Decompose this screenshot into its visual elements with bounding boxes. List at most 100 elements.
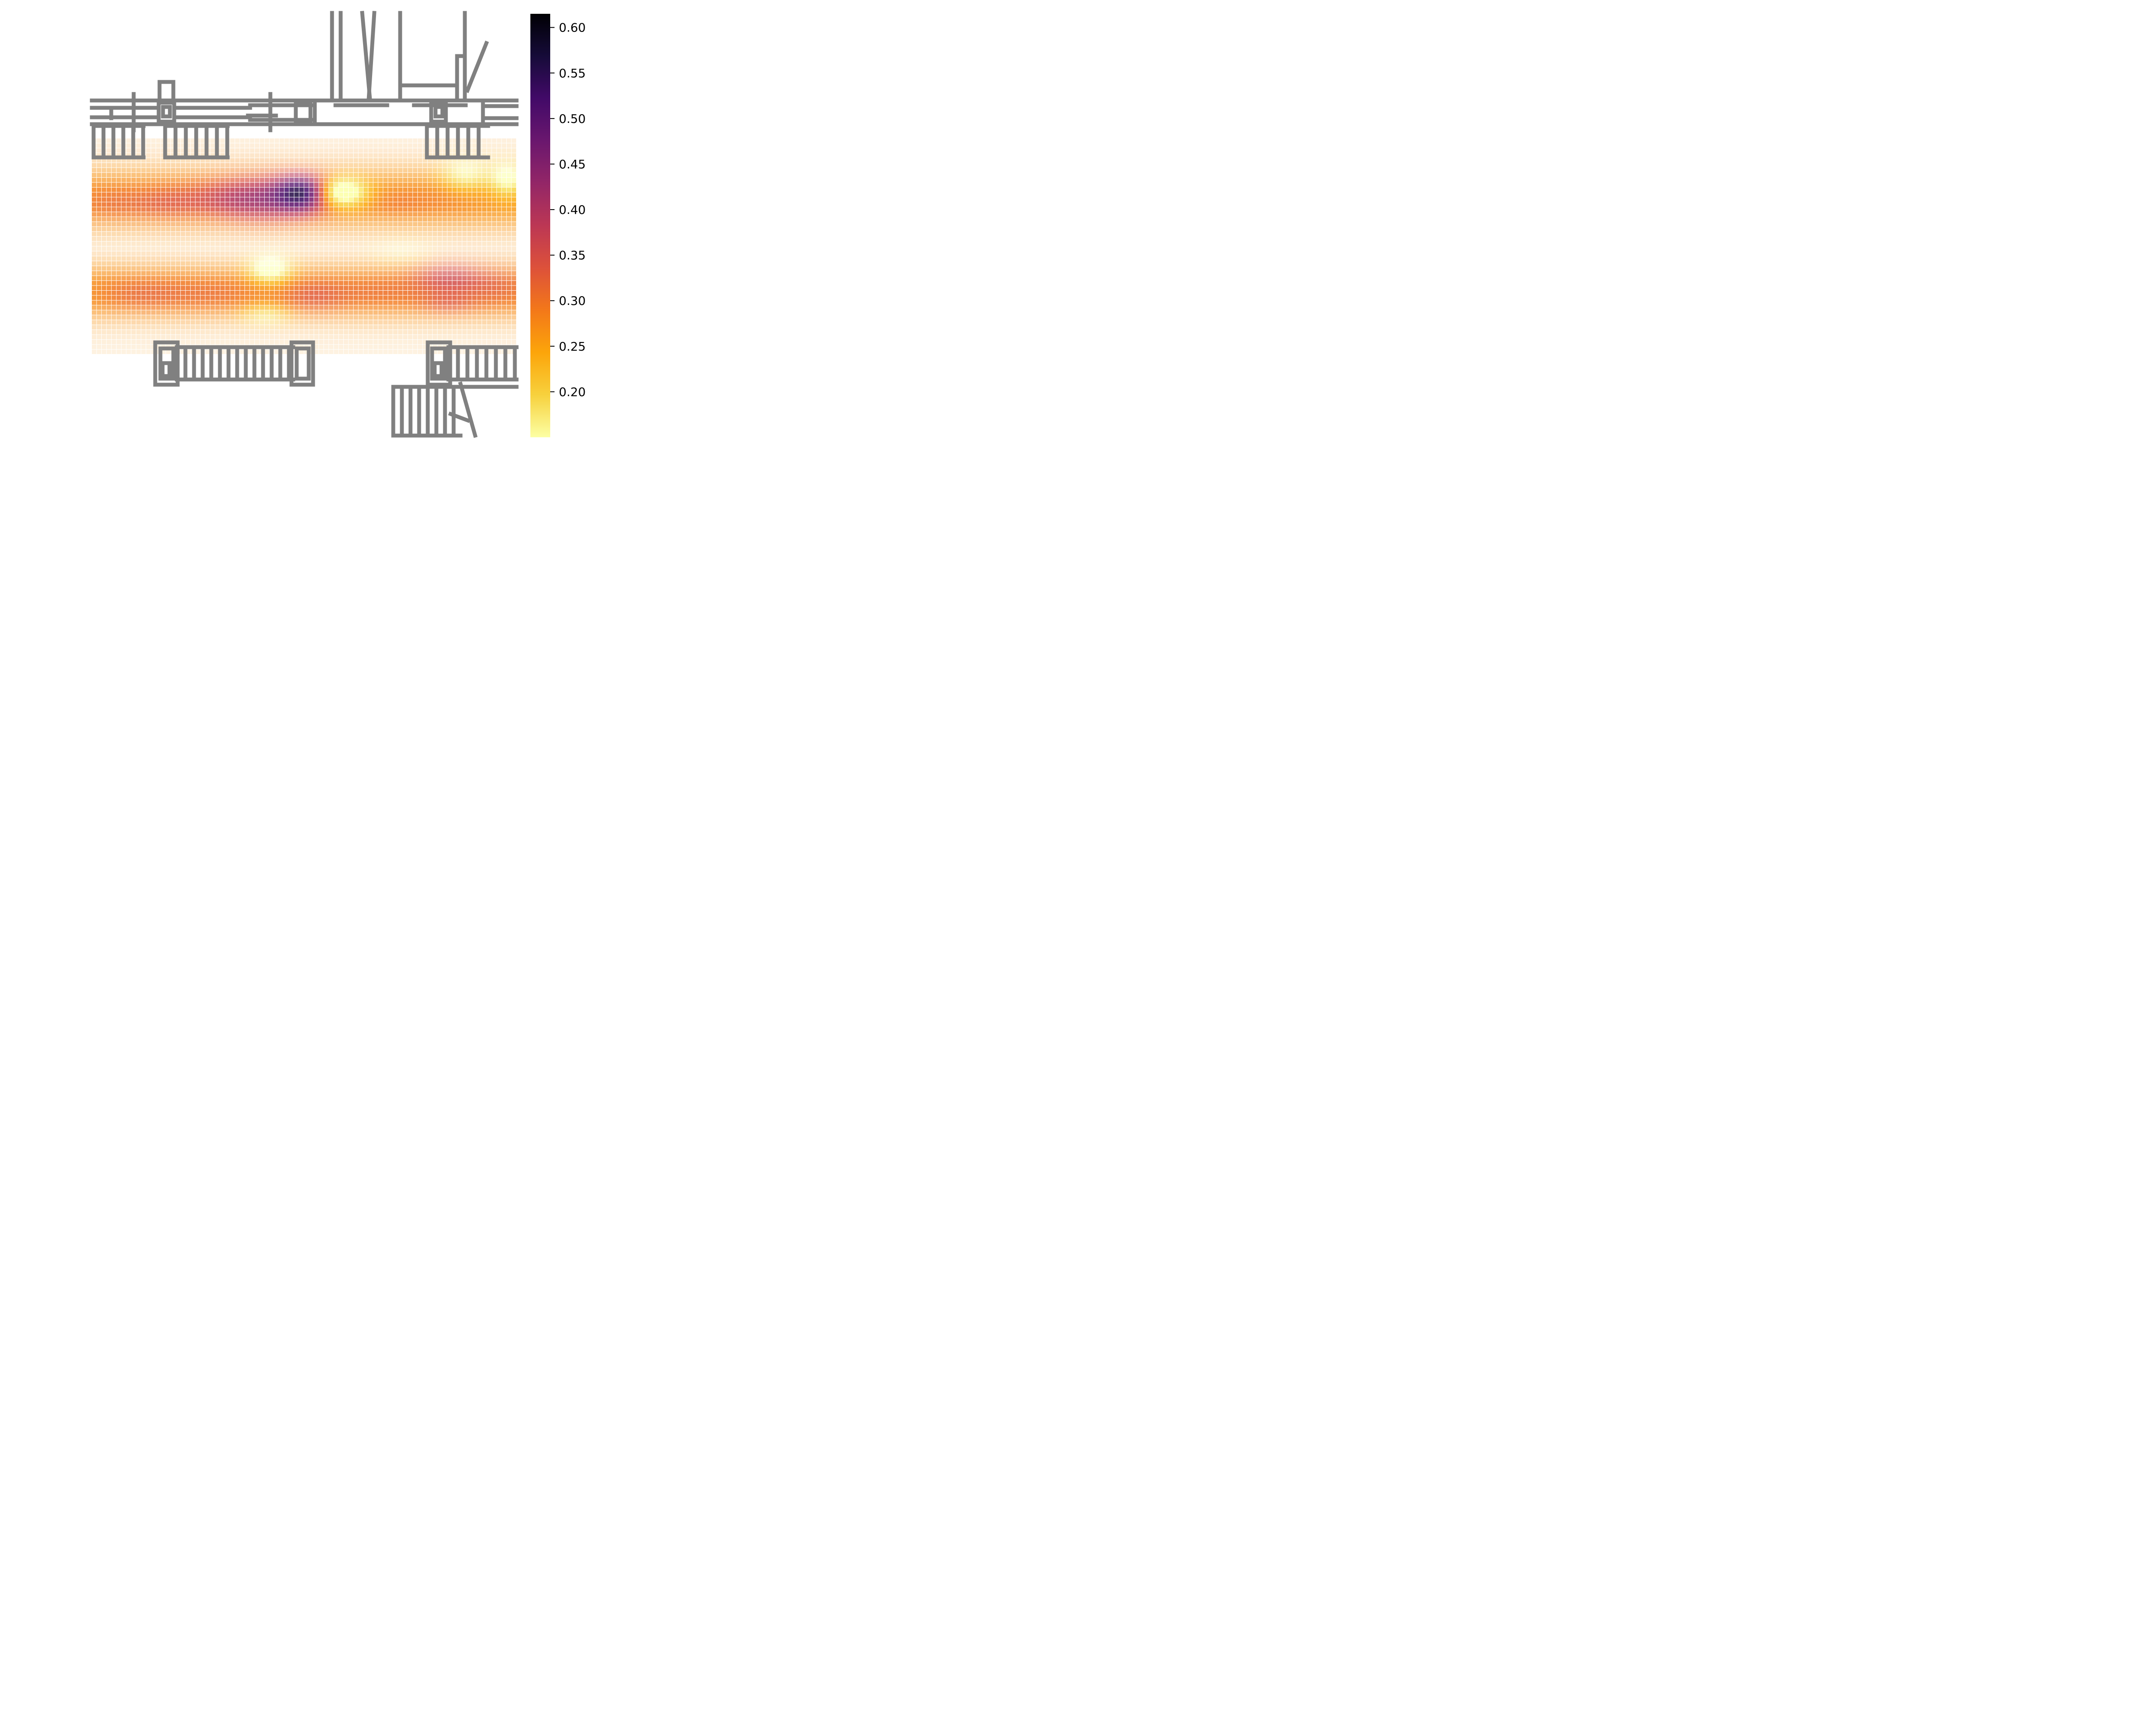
heatmap-cell	[417, 335, 423, 339]
heatmap-cell	[191, 172, 195, 178]
heatmap-cell	[334, 315, 338, 320]
heatmap-cell	[408, 202, 413, 207]
heatmap-cell	[314, 197, 319, 202]
heatmap-cell	[383, 168, 388, 172]
heatmap-cell	[284, 295, 289, 300]
heatmap-cell	[447, 197, 452, 202]
heatmap-cell	[423, 236, 427, 242]
heatmap-cell	[487, 276, 492, 281]
heatmap-cell	[487, 335, 492, 339]
heatmap-cell	[230, 330, 235, 335]
heatmap-cell	[319, 207, 324, 212]
heatmap-cell	[388, 153, 393, 158]
heatmap-cell	[373, 290, 378, 295]
heatmap-cell	[314, 178, 319, 182]
heatmap-cell	[378, 226, 383, 232]
heatmap-cell	[423, 300, 427, 305]
heatmap-cell	[171, 168, 175, 172]
heatmap-cell	[146, 310, 151, 315]
heatmap-cell	[511, 192, 516, 197]
heatmap-cell	[363, 202, 368, 207]
heatmap-cell	[116, 285, 121, 290]
heatmap-cell	[497, 281, 501, 285]
heatmap-cell	[457, 232, 462, 236]
heatmap-cell	[264, 226, 270, 232]
heatmap-cell	[151, 143, 156, 148]
heatmap-cell	[344, 158, 348, 163]
heatmap-cell	[151, 222, 156, 226]
heatmap-cell	[348, 148, 354, 153]
heatmap-cell	[245, 285, 250, 290]
heatmap-cell	[92, 168, 97, 172]
heatmap-cell	[457, 222, 462, 226]
heatmap-cell	[175, 246, 181, 251]
heatmap-cell	[136, 178, 141, 182]
heatmap-cell	[141, 325, 146, 330]
heatmap-cell	[417, 349, 423, 354]
heatmap-cell	[452, 187, 457, 192]
heatmap-cell	[250, 330, 254, 335]
heatmap-cell	[191, 261, 195, 266]
heatmap-cell	[299, 138, 304, 143]
heatmap-cell	[289, 300, 294, 305]
heatmap-cell	[501, 212, 507, 217]
heatmap-cell	[185, 168, 191, 172]
heatmap-cell	[378, 202, 383, 207]
heatmap-cell	[358, 226, 363, 232]
heatmap-cell	[185, 192, 191, 197]
heatmap-cell	[175, 197, 181, 202]
heatmap-cell	[497, 168, 501, 172]
heatmap-cell	[329, 261, 334, 266]
heatmap-cell	[393, 148, 398, 153]
heatmap-cell	[270, 315, 274, 320]
heatmap-cell	[378, 290, 383, 295]
heatmap-cell	[264, 256, 270, 261]
heatmap-cell	[121, 330, 126, 335]
heatmap-cell	[250, 242, 254, 246]
heatmap-cell	[398, 212, 403, 217]
heatmap-cell	[314, 345, 319, 349]
heatmap-cell	[432, 232, 437, 236]
heatmap-cell	[146, 305, 151, 310]
heatmap-cell	[235, 320, 240, 325]
heatmap-cell	[289, 271, 294, 276]
heatmap-cell	[354, 339, 358, 345]
heatmap-cell	[427, 276, 432, 281]
heatmap-cell	[304, 178, 309, 182]
heatmap-cell	[309, 178, 314, 182]
heatmap-cell	[319, 197, 324, 202]
heatmap-cell	[171, 202, 175, 207]
heatmap-cell	[146, 148, 151, 153]
heatmap-cell	[156, 222, 161, 226]
heatmap-cell	[230, 256, 235, 261]
heatmap-cell	[344, 339, 348, 345]
heatmap-cell	[220, 285, 225, 290]
heatmap-cell	[92, 182, 97, 187]
heatmap-cell	[274, 295, 279, 300]
heatmap-cell	[279, 266, 284, 271]
heatmap-cell	[368, 246, 373, 251]
heatmap-cell	[487, 163, 492, 168]
heatmap-cell	[368, 300, 373, 305]
heatmap-cell	[92, 290, 97, 295]
heatmap-cell	[403, 305, 408, 310]
heatmap-cell	[511, 285, 516, 290]
heatmap-cell	[354, 345, 358, 349]
heatmap-cell	[482, 153, 487, 158]
heatmap-cell	[151, 266, 156, 271]
heatmap-cell	[388, 251, 393, 256]
heatmap-cell	[284, 172, 289, 178]
heatmap-cell	[304, 300, 309, 305]
heatmap-cell	[427, 232, 432, 236]
heatmap-cell	[156, 168, 161, 172]
heatmap-cell	[289, 256, 294, 261]
heatmap-cell	[413, 158, 417, 163]
heatmap-cell	[363, 345, 368, 349]
heatmap-cell	[319, 202, 324, 207]
heatmap-cell	[289, 310, 294, 315]
heatmap-cell	[309, 251, 314, 256]
heatmap-cell	[338, 266, 344, 271]
heatmap-cell	[240, 251, 245, 256]
heatmap-cell	[403, 325, 408, 330]
heatmap-cell	[171, 246, 175, 251]
